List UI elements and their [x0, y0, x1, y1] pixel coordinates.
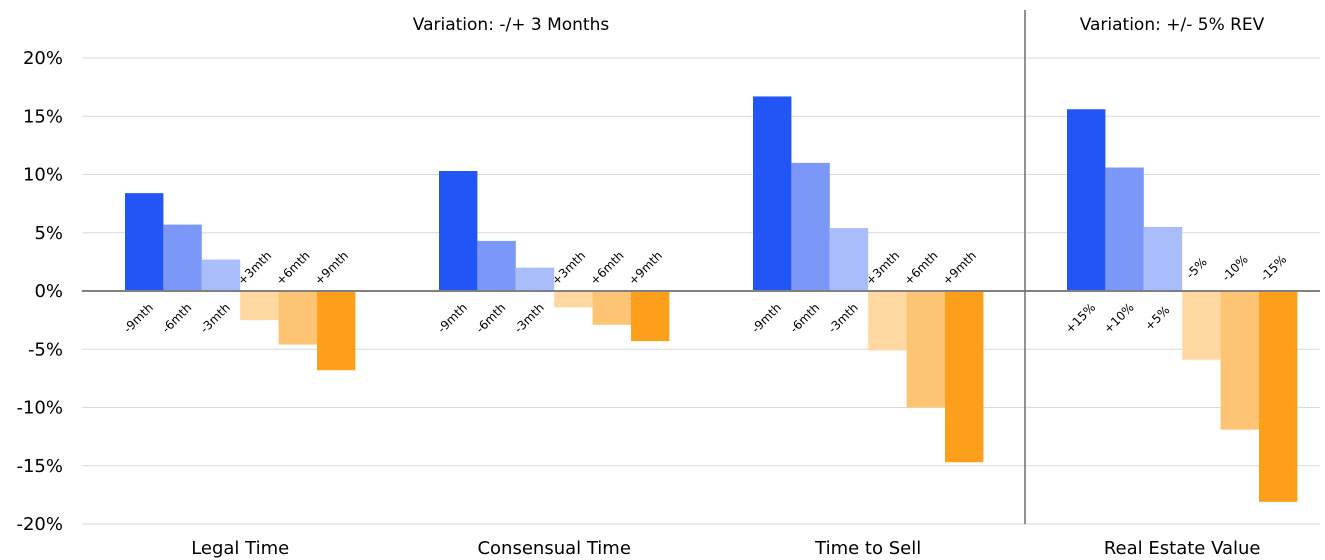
bar-label: +9mth: [940, 248, 979, 287]
bar-label: +9mth: [626, 248, 665, 287]
category-label: Real Estate Value: [1104, 538, 1261, 559]
bar: [201, 259, 241, 291]
bar: [791, 162, 830, 291]
bar: [554, 291, 593, 308]
bar: [278, 291, 317, 345]
bar-label: +15%: [1062, 300, 1098, 336]
category-label: Time to Sell: [814, 538, 921, 559]
bar-label: +9mth: [312, 248, 351, 287]
bar-label: -9mth: [435, 301, 470, 336]
bar: [1105, 167, 1144, 291]
bar: [240, 291, 279, 321]
bar-label: -3mth: [512, 301, 547, 336]
bar: [906, 291, 945, 408]
bar: [439, 171, 478, 291]
bar-label: -9mth: [749, 301, 784, 336]
bar-label: -9mth: [121, 301, 156, 336]
bar-label: -3mth: [198, 301, 233, 336]
bar-label: +3mth: [549, 248, 588, 287]
section-header-rev: Variation: +/- 5% REV: [1080, 15, 1265, 35]
bars: [125, 96, 1298, 502]
category-label: Legal Time: [191, 538, 289, 559]
category-labels: Legal Time Consensual Time Time to Sell Rea…: [191, 538, 1260, 559]
y-tick-label: 10%: [23, 165, 63, 186]
y-tick-label: 0%: [34, 281, 63, 302]
bar-label: +6mth: [901, 248, 940, 287]
y-tick-label: -15%: [16, 456, 63, 477]
y-tick-label: 5%: [34, 223, 63, 244]
bar: [1259, 291, 1298, 502]
bar-label: -3mth: [826, 301, 861, 336]
bar-label: +5%: [1142, 303, 1172, 333]
y-axis-ticks: 20% 15% 10% 5% 0% -5% -10% -15% -20%: [16, 48, 63, 535]
bar-label: +3mth: [863, 248, 902, 287]
bar: [1182, 291, 1221, 360]
bar-label: -15%: [1257, 252, 1289, 284]
y-tick-label: -20%: [16, 514, 63, 535]
bar-label: +6mth: [273, 248, 312, 287]
bar-label: -5%: [1183, 255, 1209, 281]
bar-label: +10%: [1101, 300, 1137, 336]
y-tick-label: 15%: [23, 106, 63, 127]
bar: [317, 291, 356, 371]
y-tick-label: -10%: [16, 398, 63, 419]
bar: [829, 228, 869, 291]
bar: [592, 291, 631, 325]
bar: [945, 291, 984, 463]
bar-label: -6mth: [473, 301, 508, 336]
bar: [1143, 226, 1183, 291]
bar: [631, 291, 670, 342]
bar-label: -6mth: [787, 301, 822, 336]
bar: [868, 291, 907, 351]
section-header-months: Variation: -/+ 3 Months: [413, 15, 610, 35]
bar: [515, 267, 555, 291]
bar: [1067, 109, 1106, 291]
bar: [125, 193, 164, 291]
bar: [753, 96, 792, 291]
bar: [477, 240, 516, 291]
category-label: Consensual Time: [477, 538, 630, 559]
bar-label: +6mth: [587, 248, 626, 287]
y-tick-label: 20%: [23, 48, 63, 69]
bar: [1220, 291, 1259, 430]
y-tick-label: -5%: [28, 339, 63, 360]
bar: [163, 224, 202, 291]
gridlines: [82, 57, 1320, 525]
bar-label: +3mth: [235, 248, 274, 287]
bar-label: -6mth: [159, 301, 194, 336]
bar-label: -10%: [1219, 252, 1251, 284]
